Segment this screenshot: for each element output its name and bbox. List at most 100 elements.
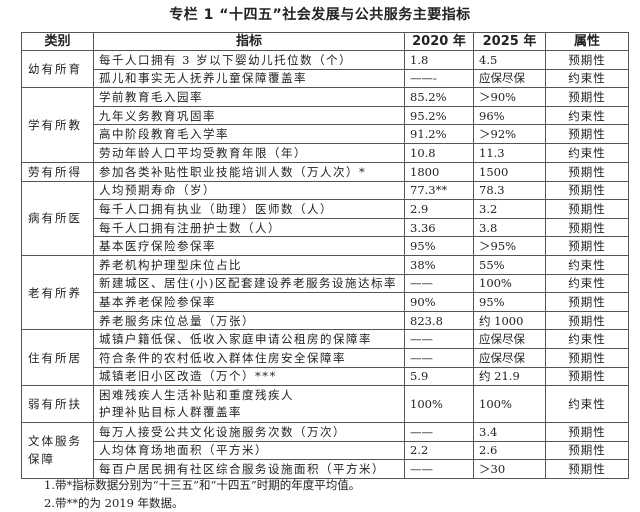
value-2020-cell: 100% bbox=[404, 385, 474, 424]
footnote: 1.带*指标数据分别为“十三五”和“十四五”时期的年度平均值。 bbox=[44, 478, 361, 492]
table-row: 每千人口拥有执业（助理）医师数（人） 2.9 3.2 预期性 bbox=[22, 199, 629, 219]
indicator-cell: 参加各类补贴性职业技能培训人数（万人次）* bbox=[93, 161, 405, 182]
attribute-cell: 约束性 bbox=[545, 105, 629, 126]
value-2020-cell: ——- bbox=[404, 68, 474, 89]
attribute-cell: 预期性 bbox=[545, 50, 629, 70]
value-2025-cell: 3.4 bbox=[473, 422, 546, 442]
value-2020-cell: —— bbox=[404, 422, 474, 442]
value-2025-cell: 55% bbox=[473, 254, 546, 275]
value-2025-cell: 应保尽保 bbox=[473, 68, 546, 89]
indicators-table: 类别 指标 2020 年 2025 年 属性 幼有所育 每千人口拥有 3 岁以下婴… bbox=[21, 32, 629, 479]
footnote: 2.带**的为 2019 年数据。 bbox=[44, 496, 184, 510]
value-2025-cell: 3.8 bbox=[473, 217, 546, 238]
value-2025-cell: 约 1000 bbox=[473, 310, 546, 331]
header-2020: 2020 年 bbox=[404, 32, 474, 51]
indicator-line: 护理补贴目标人群覆盖率 bbox=[99, 405, 242, 420]
attribute-cell: 约束性 bbox=[545, 385, 629, 424]
value-2025-cell: 100% bbox=[473, 385, 546, 424]
attribute-cell: 预期性 bbox=[545, 124, 629, 144]
header-category: 类别 bbox=[21, 32, 94, 51]
indicator-cell: 每万人接受公共文化设施服务次数（万次） bbox=[93, 422, 405, 442]
value-2025-cell: ＞90% bbox=[473, 87, 546, 107]
value-2025-cell: 78.3 bbox=[473, 180, 546, 201]
table-row: 每百户居民拥有社区综合服务设施面积（平方米） —— ＞30 预期性 bbox=[22, 459, 629, 479]
value-2020-cell: 85.2% bbox=[404, 87, 474, 107]
table-row: 基本养老保险参保率 90% 95% 预期性 bbox=[22, 292, 629, 312]
value-2020-cell: 38% bbox=[404, 254, 474, 275]
indicator-cell: 养老服务床位总量（万张） bbox=[93, 310, 405, 331]
indicator-cell: 人均预期寿命（岁） bbox=[93, 180, 405, 201]
value-2020-cell: 1.8 bbox=[404, 50, 474, 70]
value-2025-cell: 11.3 bbox=[473, 142, 546, 163]
attribute-cell: 预期性 bbox=[545, 217, 629, 238]
indicator-cell: 九年义务教育巩固率 bbox=[93, 105, 405, 126]
category-cell: 弱有所扶 bbox=[21, 385, 94, 424]
header-attribute: 属性 bbox=[545, 32, 629, 51]
indicator-cell: 养老机构护理型床位占比 bbox=[93, 254, 405, 275]
table-row: 弱有所扶 困难残疾人生活补贴和重度残疾人 护理补贴目标人群覆盖率 100% 100% 约束… bbox=[21, 385, 629, 424]
attribute-cell: 预期性 bbox=[545, 180, 629, 201]
value-2020-cell: —— bbox=[404, 347, 474, 368]
value-2020-cell: 95% bbox=[404, 236, 474, 256]
header-2025: 2025 年 bbox=[473, 32, 546, 51]
value-2025-cell: 3.2 bbox=[473, 199, 546, 219]
value-2025-cell: 96% bbox=[473, 105, 546, 126]
category-cell: 文体服务保障 bbox=[21, 422, 94, 479]
indicator-cell: 新建城区、居住(小)区配套建设养老服务设施达标率 bbox=[93, 273, 405, 294]
indicator-cell: 每百户居民拥有社区综合服务设施面积（平方米） bbox=[93, 459, 405, 479]
indicator-cell: 人均体育场地面积（平方米） bbox=[93, 440, 405, 461]
attribute-cell: 约束性 bbox=[545, 254, 629, 275]
indicator-cell: 高中阶段教育毛入学率 bbox=[93, 124, 405, 144]
header-indicator: 指标 bbox=[93, 32, 405, 51]
value-2020-cell: 2.2 bbox=[404, 440, 474, 461]
category-cell: 幼有所育 bbox=[21, 49, 94, 89]
value-2025-cell: 应保尽保 bbox=[473, 347, 546, 368]
table-row: 住有所居 城镇户籍低保、低收入家庭申请公租房的保障率 —— 应保尽保 约束性 bbox=[21, 329, 629, 387]
table-row: 文体服务保障 每万人接受公共文化设施服务次数（万次） —— 3.4 预期性 bbox=[21, 422, 629, 479]
value-2020-cell: 2.9 bbox=[404, 199, 474, 219]
indicator-cell: 基本医疗保险参保率 bbox=[93, 236, 405, 256]
table-row: 人均体育场地面积（平方米） 2.2 2.6 预期性 bbox=[22, 440, 629, 461]
attribute-cell: 预期性 bbox=[545, 347, 629, 368]
value-2020-cell: —— bbox=[404, 273, 474, 294]
indicator-cell: 每千人口拥有注册护士数（人） bbox=[93, 217, 405, 238]
table-row: 学有所教 学前教育毛入园率 85.2% ＞90% 预期性 bbox=[21, 87, 629, 163]
value-2025-cell: 2.6 bbox=[473, 440, 546, 461]
attribute-cell: 约束性 bbox=[545, 329, 629, 349]
attribute-cell: 约束性 bbox=[545, 273, 629, 294]
indicator-cell: 城镇户籍低保、低收入家庭申请公租房的保障率 bbox=[93, 329, 405, 349]
attribute-cell: 预期性 bbox=[545, 236, 629, 256]
table-title: 专栏 1 “十四五”社会发展与公共服务主要指标 bbox=[169, 7, 471, 23]
indicator-cell: 符合条件的农村低收入群体住房安全保障率 bbox=[93, 347, 405, 368]
value-2020-cell: 90% bbox=[404, 292, 474, 312]
value-2025-cell: 100% bbox=[473, 273, 546, 294]
table-row: 城镇老旧小区改造（万个）*** 5.9 约 21.9 预期性 bbox=[22, 366, 629, 387]
value-2020-cell: 77.3** bbox=[404, 180, 474, 201]
table-row: 病有所医 人均预期寿命（岁） 77.3** 78.3 预期性 bbox=[21, 180, 629, 256]
table-row: 劳有所得 参加各类补贴性职业技能培训人数（万人次）* 1800 1500 预期性 bbox=[21, 161, 629, 182]
attribute-cell: 预期性 bbox=[545, 310, 629, 331]
attribute-cell: 预期性 bbox=[545, 366, 629, 387]
attribute-cell: 约束性 bbox=[545, 142, 629, 163]
category-cell: 学有所教 bbox=[21, 87, 94, 163]
value-2025-cell: 4.5 bbox=[473, 50, 546, 70]
table-row: 高中阶段教育毛入学率 91.2% ＞92% 预期性 bbox=[22, 124, 629, 144]
table-row: 九年义务教育巩固率 95.2% 96% 约束性 bbox=[22, 105, 629, 126]
attribute-cell: 预期性 bbox=[545, 440, 629, 461]
table-row: 幼有所育 每千人口拥有 3 岁以下婴幼儿托位数（个） 1.8 4.5 预期性 bbox=[21, 49, 629, 89]
table-row: 每千人口拥有注册护士数（人） 3.36 3.8 预期性 bbox=[22, 217, 629, 238]
category-cell: 老有所养 bbox=[21, 254, 94, 331]
value-2025-cell: 95% bbox=[473, 292, 546, 312]
value-2025-cell: ＞30 bbox=[473, 459, 546, 479]
value-2025-cell: 1500 bbox=[473, 161, 546, 182]
indicator-cell: 困难残疾人生活补贴和重度残疾人 护理补贴目标人群覆盖率 bbox=[93, 385, 405, 424]
category-cell: 住有所居 bbox=[21, 329, 94, 387]
table-row: 新建城区、居住(小)区配套建设养老服务设施达标率 —— 100% 约束性 bbox=[22, 273, 629, 294]
category-cell: 病有所医 bbox=[21, 180, 94, 256]
attribute-cell: 约束性 bbox=[545, 68, 629, 89]
value-2020-cell: —— bbox=[404, 459, 474, 479]
header-row: 类别 指标 2020 年 2025 年 属性 bbox=[21, 32, 629, 51]
category-cell: 劳有所得 bbox=[21, 161, 94, 182]
value-2020-cell: 10.8 bbox=[404, 142, 474, 163]
attribute-cell: 预期性 bbox=[545, 87, 629, 107]
